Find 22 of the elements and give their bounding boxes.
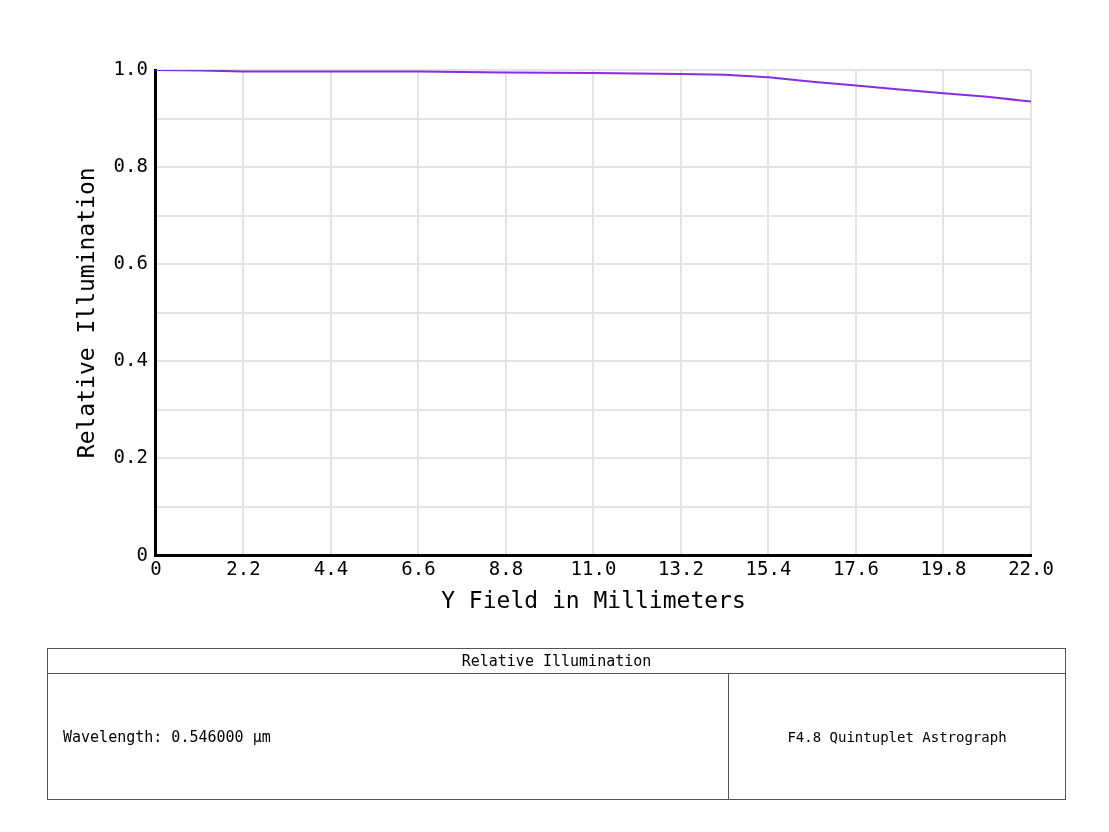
x-tick-label: 8.8 (488, 556, 524, 579)
x-tick-label: 19.8 (920, 556, 967, 579)
x-tick-label: 11.0 (570, 556, 617, 579)
x-tick-label: 15.4 (745, 556, 792, 579)
x-tick-label: 22.0 (1008, 556, 1054, 579)
x-tick-label: 13.2 (658, 556, 704, 579)
text: F4.8 Quintuplet Astrograph (728, 674, 1065, 799)
x-tick-label: 6.6 (401, 556, 436, 579)
x-tick-label: 0 (150, 556, 162, 579)
y-tick-label: 0.2 (113, 445, 148, 468)
y-axis-title: Relative Illumination (72, 167, 99, 459)
y-tick-label: 0 (136, 542, 148, 565)
x-axis-title: Y Field in Millimeters (441, 587, 746, 614)
text: Wavelength: 0.546000 µm (62, 726, 272, 748)
y-tick-label: 1.0 (113, 56, 148, 79)
y-tick-label: 0.6 (113, 251, 148, 274)
x-tick-label: 17.6 (833, 556, 879, 579)
text: Relative Illumination (48, 649, 1065, 674)
x-tick-label: 2.2 (226, 556, 261, 579)
x-tick-label: 4.4 (313, 556, 349, 579)
y-tick-label: 0.4 (113, 348, 148, 371)
y-tick-label: 0.8 (113, 154, 148, 177)
